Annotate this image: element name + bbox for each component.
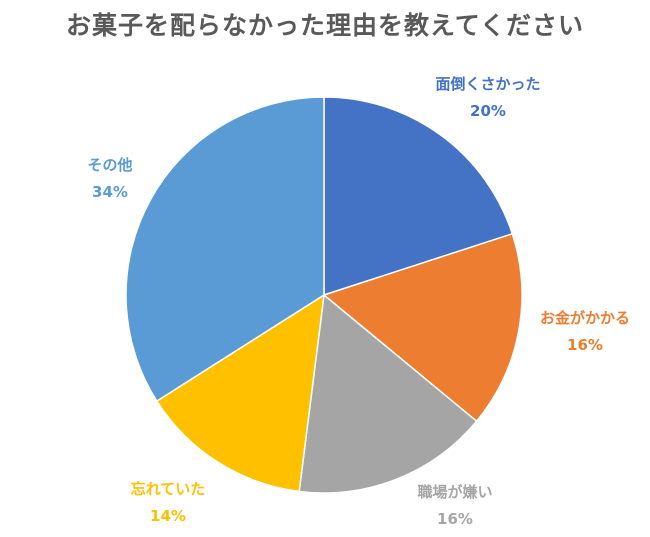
slice-value-sonota: 34% [92,183,128,201]
pie-slice-mendou [323,96,514,297]
slice-label-wasure: 忘れていた [131,480,206,498]
pie-slice-okane [322,232,523,423]
pie-slice-sonota [125,96,325,403]
slice-label-okane: お金がかかる [540,309,630,327]
chart-title: お菓子を配らなかった理由を教えてください [65,11,584,40]
slice-label-sonota: その他 [87,156,132,174]
slice-value-shokuba: 16% [437,510,473,528]
slice-value-okane: 16% [567,336,603,354]
slice-label-shokuba: 職場が嫌い [417,483,492,501]
slice-label-mendou: 面倒くさかった [435,75,540,93]
slice-value-wasure: 14% [150,507,186,525]
pie-slice-shokuba [298,293,478,494]
pie-slice-wasure [155,293,325,493]
slice-value-mendou: 20% [470,102,506,120]
